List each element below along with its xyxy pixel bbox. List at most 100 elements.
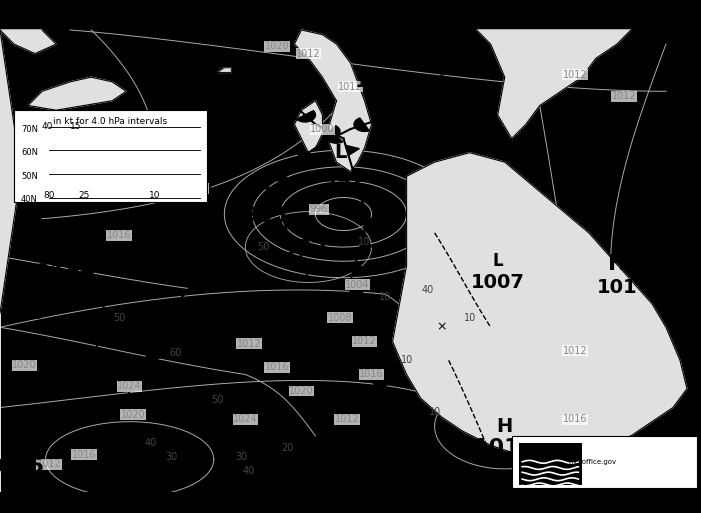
Polygon shape	[65, 238, 79, 247]
Polygon shape	[172, 301, 186, 309]
Text: 25: 25	[79, 190, 90, 200]
Polygon shape	[89, 322, 103, 332]
Text: L: L	[60, 238, 73, 256]
Text: 1000: 1000	[311, 124, 334, 134]
Polygon shape	[346, 145, 360, 155]
Text: 1012: 1012	[611, 91, 637, 101]
Text: 1004: 1004	[346, 280, 369, 290]
Text: L: L	[289, 217, 300, 235]
Polygon shape	[393, 153, 687, 460]
Polygon shape	[350, 287, 363, 297]
Text: 60: 60	[169, 348, 182, 358]
Text: 40: 40	[243, 466, 255, 476]
Polygon shape	[219, 145, 233, 155]
Text: L: L	[264, 181, 276, 200]
Polygon shape	[145, 351, 159, 361]
Text: L: L	[302, 441, 315, 460]
Text: 1016: 1016	[265, 362, 289, 372]
Polygon shape	[360, 240, 374, 250]
Text: H: H	[496, 417, 513, 436]
Text: 1015: 1015	[20, 263, 81, 283]
Polygon shape	[381, 405, 395, 415]
Text: ×: ×	[437, 71, 447, 84]
Text: 1012: 1012	[562, 70, 587, 80]
Text: 30: 30	[236, 452, 248, 462]
Polygon shape	[250, 98, 264, 108]
FancyBboxPatch shape	[512, 436, 697, 488]
Polygon shape	[159, 323, 173, 332]
Text: L: L	[492, 252, 503, 270]
Text: metoffice.gov: metoffice.gov	[569, 459, 616, 465]
Polygon shape	[271, 193, 284, 202]
Text: 1024: 1024	[233, 415, 258, 424]
Text: 20: 20	[281, 443, 294, 452]
Polygon shape	[323, 126, 340, 139]
Text: 1012: 1012	[562, 346, 587, 356]
Text: 1012: 1012	[352, 337, 377, 346]
Text: 1020: 1020	[264, 42, 290, 51]
Text: 10: 10	[428, 407, 441, 417]
Text: 1016: 1016	[72, 450, 96, 460]
Text: 30: 30	[165, 452, 178, 462]
Text: 1020: 1020	[121, 409, 146, 420]
Text: 60N: 60N	[21, 148, 38, 157]
Text: 10: 10	[358, 238, 371, 247]
Polygon shape	[360, 334, 374, 344]
Text: 10: 10	[149, 190, 160, 200]
Polygon shape	[82, 350, 96, 361]
Text: 993: 993	[243, 206, 290, 226]
Polygon shape	[438, 106, 451, 120]
Text: 10: 10	[379, 291, 392, 302]
Polygon shape	[298, 148, 316, 160]
Text: L: L	[334, 143, 346, 162]
Polygon shape	[326, 130, 343, 143]
Polygon shape	[292, 241, 305, 249]
Polygon shape	[365, 216, 377, 226]
Polygon shape	[297, 111, 315, 122]
Text: 70N: 70N	[21, 125, 38, 133]
Text: ×: ×	[146, 321, 156, 334]
Polygon shape	[382, 110, 395, 124]
Polygon shape	[79, 266, 93, 275]
Text: in kt for 4.0 hPa intervals: in kt for 4.0 hPa intervals	[53, 117, 168, 126]
Text: 1020: 1020	[289, 386, 314, 396]
Polygon shape	[198, 263, 212, 273]
Polygon shape	[198, 216, 212, 226]
Polygon shape	[388, 428, 402, 439]
Text: 1012: 1012	[334, 415, 360, 424]
FancyBboxPatch shape	[519, 443, 582, 485]
Text: 1020: 1020	[12, 360, 37, 370]
Text: 1016: 1016	[360, 369, 383, 380]
Text: H: H	[608, 253, 626, 273]
Polygon shape	[0, 30, 21, 492]
Text: 1012: 1012	[338, 82, 363, 92]
Text: 40: 40	[421, 285, 434, 294]
Text: 1029: 1029	[99, 471, 161, 490]
Polygon shape	[353, 263, 367, 273]
Text: 101: 101	[597, 278, 637, 297]
Text: 80: 80	[43, 190, 55, 200]
Polygon shape	[410, 106, 423, 120]
Text: 1005: 1005	[0, 457, 45, 477]
Text: 996: 996	[310, 204, 328, 214]
Polygon shape	[231, 122, 245, 131]
Text: 1016: 1016	[563, 415, 587, 424]
Polygon shape	[477, 30, 631, 139]
Text: 1016: 1016	[107, 230, 131, 240]
Polygon shape	[217, 68, 231, 72]
Text: 50: 50	[113, 313, 125, 323]
Text: 10: 10	[463, 313, 476, 323]
Text: 1012: 1012	[36, 459, 62, 469]
Text: 1016: 1016	[184, 183, 208, 193]
Polygon shape	[374, 381, 388, 391]
Text: 1012: 1012	[576, 450, 601, 460]
Polygon shape	[360, 192, 374, 203]
FancyBboxPatch shape	[14, 110, 207, 202]
Polygon shape	[294, 101, 322, 153]
Polygon shape	[205, 192, 219, 203]
Text: 10: 10	[400, 356, 413, 365]
Text: 40: 40	[42, 122, 53, 131]
Polygon shape	[261, 74, 275, 85]
Text: 1024: 1024	[117, 381, 142, 391]
Text: 1008: 1008	[328, 313, 352, 323]
